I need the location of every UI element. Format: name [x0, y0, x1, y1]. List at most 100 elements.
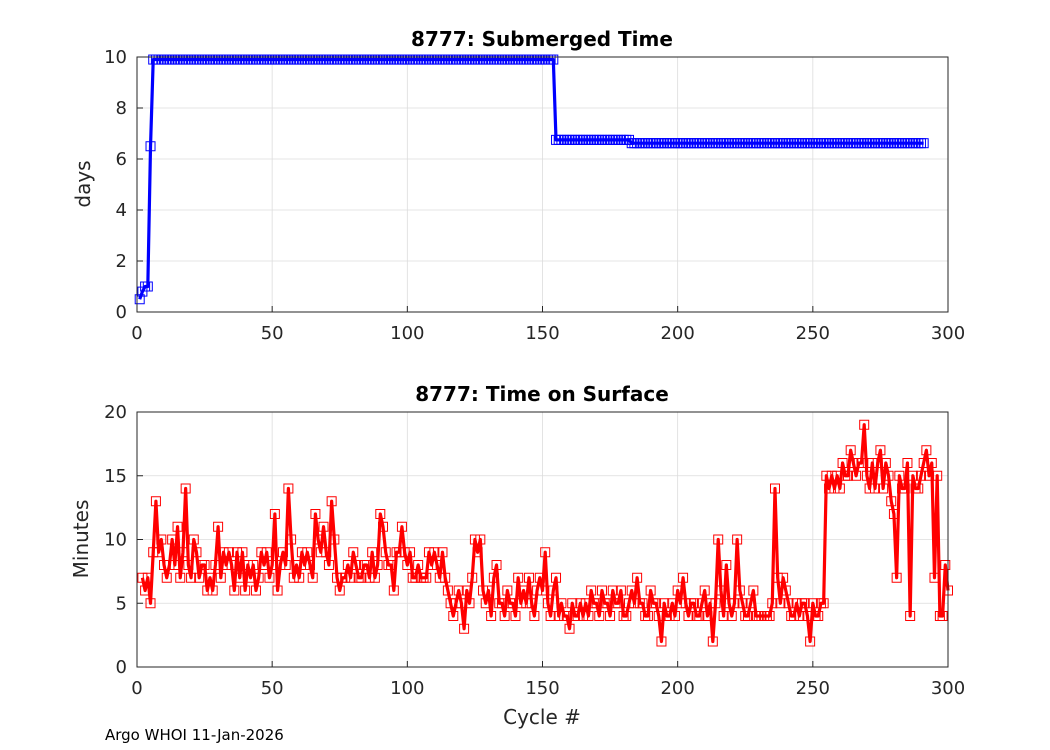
data-point-marker: [332, 572, 343, 583]
data-point-marker: [575, 598, 586, 609]
data-point-marker: [829, 483, 840, 494]
data-point-marker: [672, 585, 683, 596]
data-point-marker: [834, 483, 845, 494]
data-point-marker: [651, 598, 662, 609]
data-point-marker: [137, 286, 148, 297]
data-point-marker: [732, 534, 743, 545]
data-point-marker: [745, 598, 756, 609]
data-point-marker: [875, 445, 886, 456]
data-point-marker: [456, 598, 467, 609]
data-point-marker: [921, 445, 932, 456]
data-point-marker: [694, 611, 705, 621]
data-point-marker: [137, 572, 148, 583]
data-point-marker: [442, 585, 453, 596]
data-point-marker: [515, 598, 526, 609]
data-point-marker: [310, 509, 321, 519]
data-point-marker: [518, 585, 529, 596]
data-point-marker: [334, 585, 345, 596]
data-point-marker: [591, 598, 602, 609]
data-point-marker: [286, 534, 297, 545]
x-tick-label: 250: [796, 678, 830, 699]
data-point-marker: [907, 470, 918, 481]
y-tick-label: 8: [116, 98, 127, 119]
data-point-marker: [718, 611, 729, 621]
data-point-marker: [313, 534, 324, 545]
data-point-marker: [421, 572, 432, 583]
data-point-marker: [678, 572, 689, 583]
data-point-marker: [434, 572, 445, 583]
x-tick-label: 100: [390, 678, 424, 699]
y-tick-label: 5: [116, 593, 127, 614]
data-point-marker: [491, 560, 502, 570]
data-point-marker: [199, 560, 210, 570]
y-axis-label: days: [71, 160, 95, 207]
data-point-marker: [769, 483, 780, 494]
data-point-marker: [305, 560, 316, 570]
data-point-marker: [905, 611, 916, 621]
data-point-marker: [378, 521, 388, 532]
tick-labels: 0 50 100 150 200 250 300 0 2 4 6 8 10: [104, 47, 965, 344]
data-point-marker: [507, 598, 518, 609]
data-point-marker: [883, 470, 894, 481]
data-point-marker: [161, 572, 172, 583]
y-tick-label: 2: [116, 251, 127, 272]
data-point-marker: [713, 534, 724, 545]
data-point-marker: [529, 611, 540, 621]
data-point-marker: [245, 572, 256, 583]
data-point-marker: [605, 611, 616, 621]
data-point-marker: [729, 598, 740, 609]
y-tick-label: 4: [116, 200, 127, 221]
data-point-marker: [483, 585, 494, 596]
data-point-marker: [821, 470, 832, 481]
data-point-marker: [794, 611, 805, 621]
data-point-marker: [291, 560, 302, 570]
data-point-marker: [859, 419, 870, 430]
data-point-marker: [872, 458, 883, 468]
data-point-marker: [780, 585, 791, 596]
data-point-marker: [175, 572, 186, 583]
data-point-marker: [367, 547, 378, 558]
data-point-marker: [210, 560, 221, 570]
data-point-marker: [405, 547, 416, 558]
gridlines: [137, 57, 948, 312]
data-point-marker: [561, 611, 572, 621]
data-point-marker: [159, 560, 170, 570]
data-point-marker: [140, 585, 151, 596]
data-point-marker: [924, 470, 935, 481]
data-point-marker: [683, 611, 694, 621]
data-point-marker: [215, 572, 226, 583]
data-point-marker: [767, 598, 778, 609]
data-point-marker: [742, 611, 753, 621]
data-point-marker: [283, 483, 294, 494]
data-point-marker: [188, 534, 199, 545]
data-point-marker: [194, 572, 205, 583]
series: [137, 419, 953, 647]
data-point-marker: [624, 134, 635, 145]
data-point-marker: [737, 598, 748, 609]
x-tick-label: 100: [390, 323, 424, 344]
data-point-marker: [134, 294, 145, 305]
tick-labels: 0 50 100 150 200 250 300 0 5 10 15 20: [104, 402, 965, 699]
data-point-marker: [340, 572, 351, 583]
data-point-marker: [191, 547, 202, 558]
data-point-marker: [264, 572, 275, 583]
data-point-marker: [150, 496, 161, 507]
data-point-marker: [583, 611, 594, 621]
data-point-marker: [261, 547, 272, 558]
data-point-marker: [423, 547, 434, 558]
data-point-marker: [707, 636, 718, 647]
data-point-marker: [653, 611, 664, 621]
data-point-marker: [548, 585, 559, 596]
data-point-marker: [432, 560, 443, 570]
data-point-marker: [148, 547, 159, 558]
data-point-marker: [364, 572, 375, 583]
data-point-marker: [513, 572, 524, 583]
data-point-marker: [213, 521, 224, 532]
data-point-marker: [824, 483, 835, 494]
data-point-marker: [499, 611, 510, 621]
data-point-marker: [475, 534, 486, 545]
data-point-marker: [142, 281, 153, 292]
data-point-marker: [870, 483, 881, 494]
data-point-marker: [472, 547, 483, 558]
data-point-marker: [402, 560, 413, 570]
